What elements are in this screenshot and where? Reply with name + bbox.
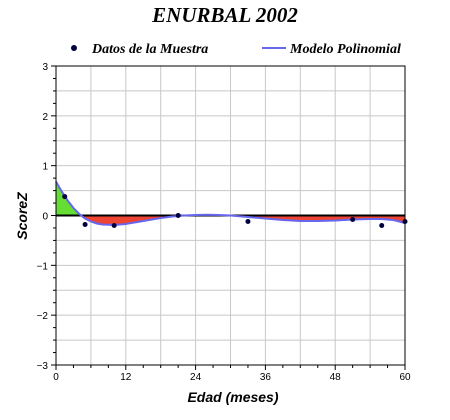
y-axis-label: ScoreZ xyxy=(14,192,30,240)
data-point xyxy=(82,221,88,227)
legend-label-model: Modelo Polinomial xyxy=(289,42,401,57)
legend: Datos de la Muestra Modelo Polinomial xyxy=(71,42,401,57)
chart-title: ENURBAL 2002 xyxy=(151,3,298,27)
fill-above-zero xyxy=(56,181,231,216)
y-tick-label: −1 xyxy=(37,261,49,272)
x-tick-label: 36 xyxy=(260,372,272,383)
fill-below-zero xyxy=(81,215,405,225)
legend-label-sample: Datos de la Muestra xyxy=(91,42,208,57)
legend-marker-dot xyxy=(71,45,77,51)
data-point xyxy=(350,216,356,222)
x-tick-label: 60 xyxy=(399,372,411,383)
y-tick-label: −3 xyxy=(37,361,49,372)
model-line xyxy=(55,181,406,226)
x-tick-label: 12 xyxy=(120,372,132,383)
y-tick-label: −2 xyxy=(37,311,49,322)
y-tick-label: 2 xyxy=(42,112,48,123)
x-tick-label: 24 xyxy=(190,372,202,383)
data-point xyxy=(245,218,251,224)
x-tick-label: 48 xyxy=(330,372,342,383)
y-tick-label: 1 xyxy=(42,162,48,173)
y-tick-label: 3 xyxy=(42,62,48,73)
x-axis-label: Edad (meses) xyxy=(187,389,278,405)
y-tick-label: 0 xyxy=(42,212,48,223)
data-point xyxy=(62,194,68,200)
data-point xyxy=(379,222,385,228)
x-tick-label: 0 xyxy=(53,372,59,383)
data-point xyxy=(111,222,117,228)
data-point xyxy=(175,213,181,218)
